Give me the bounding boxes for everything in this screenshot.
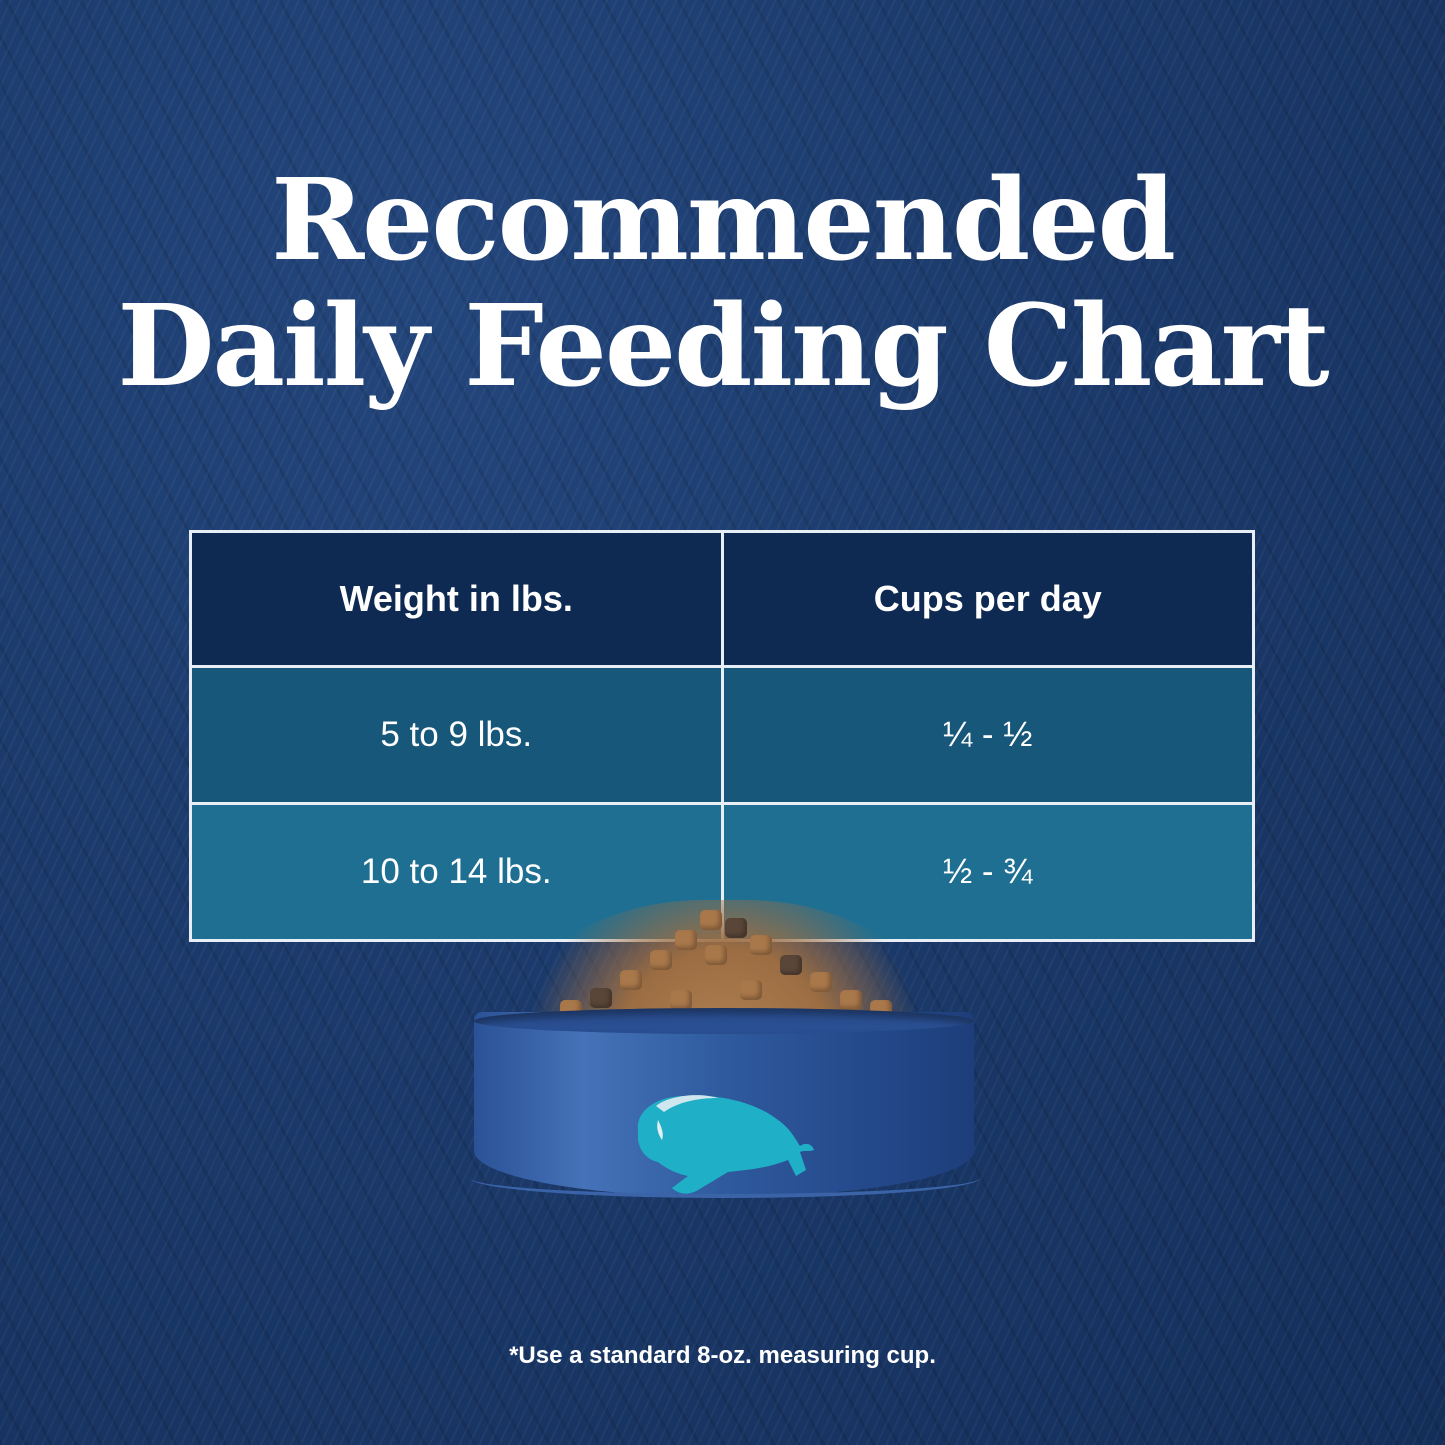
title-line-2: Daily Feeding Chart xyxy=(117,281,1329,412)
measuring-cup-footnote: *Use a standard 8-oz. measuring cup. xyxy=(509,1342,936,1369)
table-header-row: Weight in lbs. Cups per day xyxy=(189,530,1255,668)
bowl-base xyxy=(470,1158,980,1198)
cell-weight: 5 to 9 lbs. xyxy=(189,665,724,805)
bison-icon xyxy=(637,1095,814,1194)
food-bowl-image xyxy=(470,900,980,1210)
table-row: 5 to 9 lbs. ¼ - ½ xyxy=(189,665,1255,805)
feeding-table: Weight in lbs. Cups per day 5 to 9 lbs. … xyxy=(189,530,1255,942)
cell-cups: ¼ - ½ xyxy=(720,665,1255,805)
page-title: Recommended Daily Feeding Chart xyxy=(0,158,1445,410)
title-line-1: Recommended xyxy=(271,155,1176,286)
header-cups: Cups per day xyxy=(720,530,1255,668)
bowl-rim xyxy=(474,1008,974,1034)
header-weight: Weight in lbs. xyxy=(189,530,724,668)
cell-weight: 10 to 14 lbs. xyxy=(189,802,724,942)
